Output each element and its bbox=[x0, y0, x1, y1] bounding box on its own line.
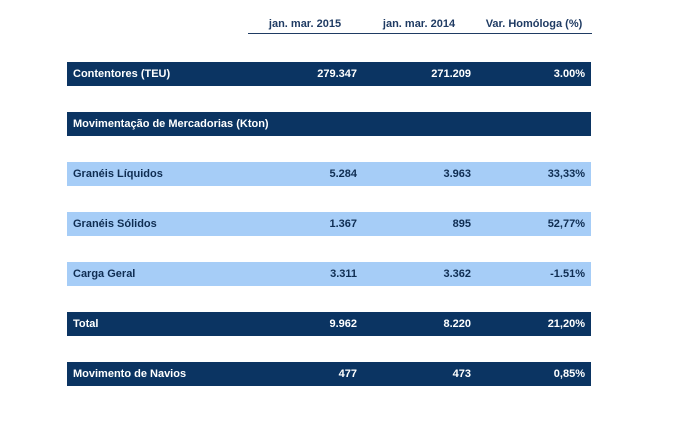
value-variation: 3.00% bbox=[553, 68, 585, 80]
row-contentores: Contentores (TEU) 279.347 271.209 3.00% bbox=[67, 62, 591, 86]
header-jan-mar-2014: jan. mar. 2014 bbox=[382, 18, 456, 30]
value-2014: 473 bbox=[452, 368, 471, 380]
value-variation: 52,77% bbox=[547, 218, 585, 230]
row-label: Granéis Sólidos bbox=[73, 218, 157, 230]
header-jan-mar-2015: jan. mar. 2015 bbox=[268, 18, 342, 30]
value-2015: 9.962 bbox=[329, 318, 357, 330]
value-variation: 33,33% bbox=[547, 168, 585, 180]
row-movimentacao-mercadorias: Movimentação de Mercadorias (Kton) bbox=[67, 112, 591, 136]
header-var-homologa: Var. Homóloga (%) bbox=[485, 18, 583, 30]
value-variation: -1.51% bbox=[550, 268, 585, 280]
row-graneis-liquidos: Granéis Líquidos 5.284 3.963 33,33% bbox=[67, 162, 591, 186]
value-2014: 8.220 bbox=[443, 318, 471, 330]
value-2015: 477 bbox=[338, 368, 357, 380]
row-label: Total bbox=[73, 318, 99, 330]
value-2015: 5.284 bbox=[329, 168, 357, 180]
value-2014: 3.362 bbox=[443, 268, 471, 280]
row-graneis-solidos: Granéis Sólidos 1.367 895 52,77% bbox=[67, 212, 591, 236]
value-2015: 279.347 bbox=[317, 68, 357, 80]
value-2015: 1.367 bbox=[329, 218, 357, 230]
value-variation: 0,85% bbox=[553, 368, 585, 380]
row-label: Contentores (TEU) bbox=[73, 68, 171, 80]
row-movimento-navios: Movimento de Navios 477 473 0,85% bbox=[67, 362, 591, 386]
value-2015: 3.311 bbox=[330, 268, 357, 280]
header-underline bbox=[248, 33, 592, 34]
row-label: Movimento de Navios bbox=[73, 368, 187, 380]
row-label: Movimentação de Mercadorias (Kton) bbox=[73, 118, 269, 130]
value-2014: 271.209 bbox=[431, 68, 471, 80]
row-carga-geral: Carga Geral 3.311 3.362 -1.51% bbox=[67, 262, 591, 286]
row-label: Granéis Líquidos bbox=[73, 168, 163, 180]
row-label: Carga Geral bbox=[73, 268, 136, 280]
value-2014: 3.963 bbox=[443, 168, 471, 180]
value-2014: 895 bbox=[452, 218, 471, 230]
value-variation: 21,20% bbox=[547, 318, 585, 330]
row-total: Total 9.962 8.220 21,20% bbox=[67, 312, 591, 336]
